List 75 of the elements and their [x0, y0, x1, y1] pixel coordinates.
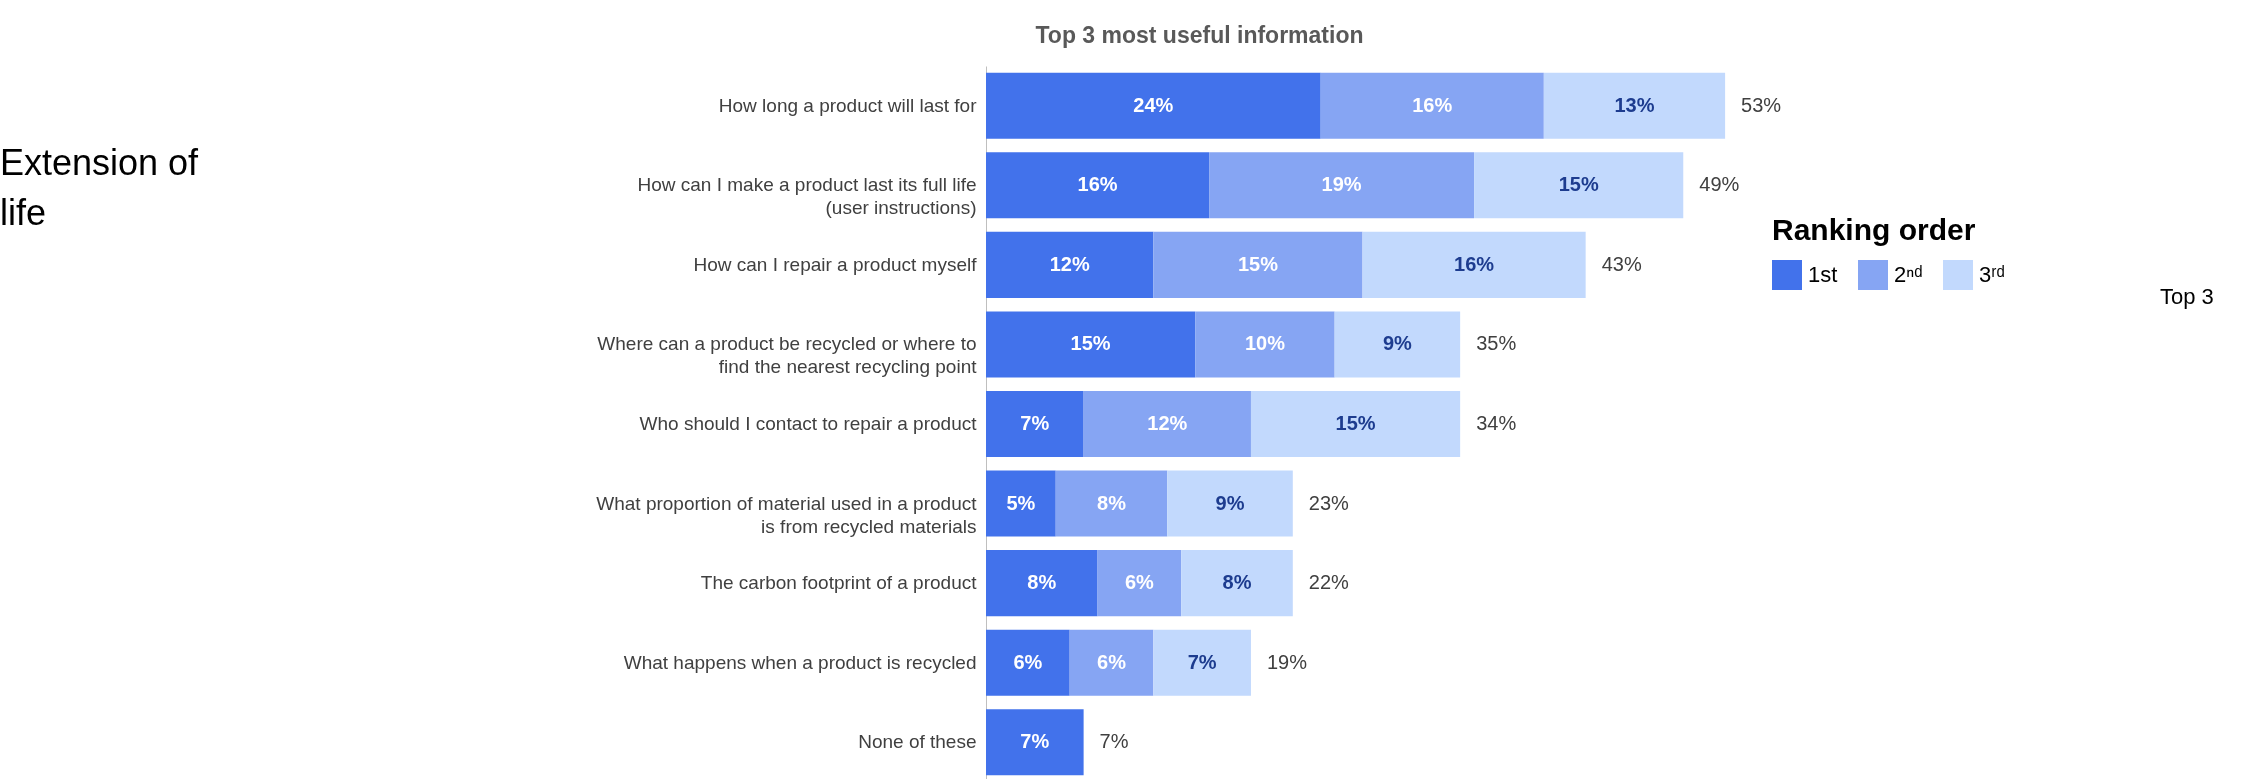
bar	[1334, 311, 1461, 378]
data-label: 12%	[1049, 252, 1090, 275]
y-tick-label: What happens when a product is recycled	[623, 651, 977, 673]
total-label: 35%	[1476, 332, 1517, 355]
legend-label: 3ʳᵈ	[1979, 262, 2005, 287]
y-tick-label: How can I make a product last its full life (user instructions)	[637, 174, 977, 219]
bar	[1250, 390, 1461, 458]
bar	[986, 72, 1321, 139]
y-tick-label: How long a product will last for	[718, 94, 978, 116]
total-label: 43%	[1601, 252, 1642, 275]
bar	[1209, 152, 1475, 219]
bar	[986, 311, 1196, 378]
data-label: 6%	[1013, 650, 1043, 673]
bar	[1362, 231, 1586, 298]
y-tick-label: Where can a product be recycled or where to find the nearest recycling point	[597, 333, 978, 378]
data-label: 13%	[1614, 93, 1655, 116]
bar	[1474, 152, 1684, 219]
data-label: 24%	[1133, 93, 1174, 116]
total-label: 19%	[1266, 650, 1308, 673]
total-label: 7%	[1099, 730, 1129, 753]
bar	[1153, 629, 1251, 696]
data-label: 9%	[1215, 491, 1245, 514]
data-label: 16%	[1412, 93, 1453, 116]
y-tick-label: None of these	[858, 731, 977, 753]
bar	[986, 709, 1084, 776]
bar	[986, 152, 1210, 219]
y-tick-label: How can I repair a product myself	[693, 253, 978, 275]
y-tick-label: What proportion of material used in a product is from recycled materials	[596, 492, 978, 537]
bar	[1097, 550, 1182, 617]
total-label: 22%	[1308, 571, 1350, 594]
data-label: 16%	[1077, 173, 1118, 196]
bar	[1181, 550, 1293, 617]
data-label: 8%	[1027, 571, 1057, 594]
total-label: 49%	[1699, 173, 1740, 196]
data-label: 7%	[1020, 730, 1050, 753]
bar	[1320, 72, 1544, 139]
bar	[1543, 72, 1726, 139]
y-tick-label: The carbon footprint of a product	[700, 572, 978, 594]
data-label: 7%	[1020, 412, 1050, 434]
data-label: 5%	[1006, 491, 1036, 514]
data-label: 6%	[1124, 571, 1155, 594]
bar	[1083, 390, 1251, 458]
data-label: 8%	[1222, 571, 1252, 594]
data-label: 16%	[1454, 252, 1495, 275]
data-label: 7%	[1187, 650, 1217, 673]
bar	[986, 550, 1098, 617]
total-label: 53%	[1741, 93, 1782, 116]
data-label: 19%	[1321, 173, 1362, 196]
data-label: 12%	[1147, 412, 1188, 434]
bar	[986, 231, 1154, 298]
data-label: 15%	[1237, 252, 1279, 275]
y-tick-label: Who should I contact to repair a product	[639, 413, 978, 434]
data-label: 15%	[1335, 412, 1376, 434]
data-label: 15%	[1558, 173, 1599, 196]
data-label: 9%	[1382, 332, 1413, 355]
data-label: 15%	[1070, 332, 1111, 355]
legend-label: 2ⁿᵈ	[1894, 262, 1923, 287]
legend-title: Ranking order	[1772, 213, 1976, 246]
total-label: 34%	[1476, 412, 1517, 434]
bar	[1167, 470, 1293, 537]
text: Extension of life	[0, 141, 200, 235]
data-label: 10%	[1244, 332, 1286, 355]
data-label: 6%	[1097, 650, 1127, 673]
legend-label: 1st	[1808, 262, 1838, 287]
data-label: 8%	[1097, 491, 1127, 514]
bar	[986, 629, 1070, 696]
bar	[986, 390, 1084, 458]
total-label: 23%	[1308, 491, 1350, 514]
bar	[1195, 311, 1335, 378]
bar	[1153, 231, 1363, 298]
bar	[986, 470, 1056, 537]
bar	[1055, 470, 1168, 537]
bar	[1069, 629, 1154, 696]
text: Top 3	[2160, 284, 2214, 310]
chart-title: Top 3 most useful information	[1035, 22, 1364, 48]
